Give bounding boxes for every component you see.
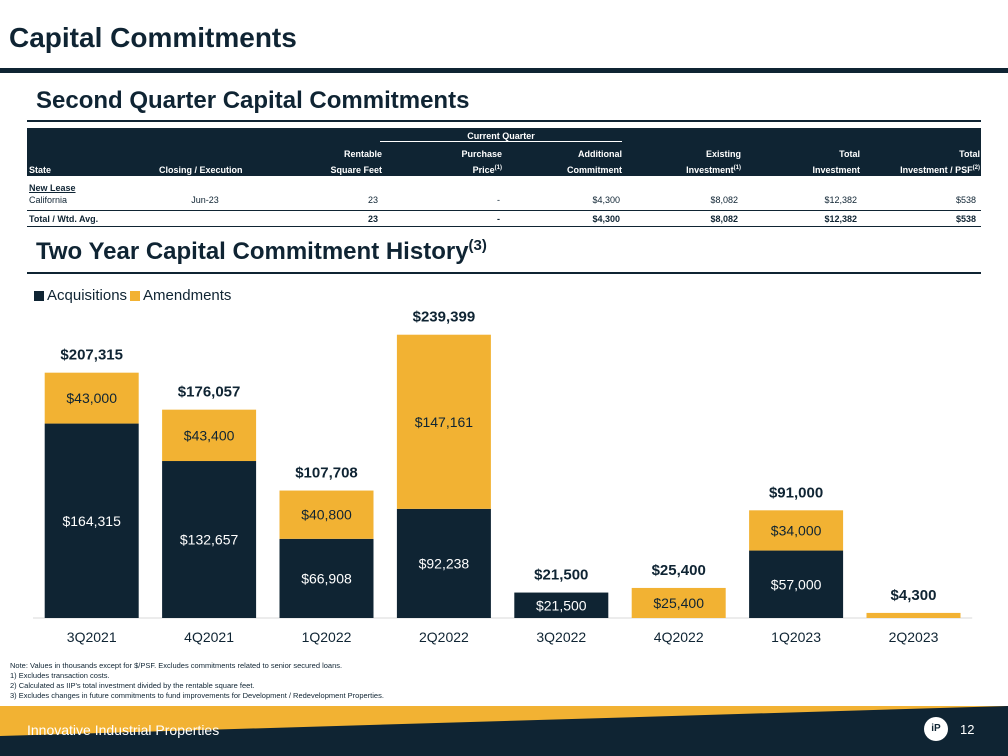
- header-additional-line1: Additional: [578, 149, 622, 159]
- x-tick-label-2Q2023: 2Q2023: [889, 629, 939, 645]
- current-quarter-underline: [380, 141, 622, 142]
- note-2: 2) Calculated as IIP's total investment …: [10, 681, 255, 690]
- data-label-amendments-4Q2021: $43,400: [184, 427, 235, 443]
- total-psf: $538: [955, 214, 976, 224]
- company-logo: iP: [924, 717, 948, 741]
- table-section-title: Second Quarter Capital Commitments: [36, 87, 470, 114]
- row-rsf: 23: [367, 195, 378, 205]
- bar-acquisitions-3Q2022: [514, 592, 609, 618]
- total-existing: $8,082: [710, 214, 738, 224]
- data-label-acquisitions-1Q2022: $66,908: [301, 570, 352, 586]
- legend-swatch-amendments: [130, 290, 141, 301]
- note-main: Note: Values in thousands except for $/P…: [10, 661, 343, 670]
- total-row-bottom-line: [27, 226, 981, 227]
- bar-acquisitions-2Q2022: [396, 508, 491, 618]
- total-label-1Q2023: $91,000: [769, 484, 823, 501]
- bar-acquisitions-1Q2022: [279, 538, 374, 618]
- legend-swatch-acquisitions: [34, 290, 44, 301]
- bar-amendments-2Q2023: [866, 612, 961, 618]
- header-additional-line2: Commitment: [566, 165, 622, 175]
- row-total: $12,382: [824, 195, 857, 205]
- table-header: [27, 128, 981, 176]
- header-purchase-line2: Price(1): [472, 165, 502, 175]
- header-existing-line1: Existing: [705, 149, 741, 159]
- total-label-1Q2022: $107,708: [295, 465, 358, 482]
- bar-acquisitions-3Q2021: [44, 423, 139, 618]
- page-title: Capital Commitments: [9, 22, 297, 53]
- data-label-amendments-4Q2022: $25,400: [653, 595, 704, 611]
- data-label-acquisitions-2Q2022: $92,238: [419, 555, 470, 571]
- data-label-amendments-3Q2021: $43,000: [66, 390, 117, 406]
- total-additional: $4,300: [592, 214, 620, 224]
- total-label-4Q2022: $25,400: [652, 562, 706, 579]
- data-label-acquisitions-3Q2021: $164,315: [62, 513, 121, 529]
- chart-section-divider: [27, 272, 981, 274]
- header-rsf-line1: Rentable: [343, 149, 382, 159]
- chart-section-title: Two Year Capital Commitment History(3): [36, 237, 487, 265]
- total-label-3Q2022: $21,500: [534, 567, 588, 584]
- total-label-2Q2023: $4,300: [891, 587, 937, 604]
- bar-amendments-1Q2022: [279, 490, 374, 539]
- table-section-divider: [27, 120, 981, 122]
- header-total-line1: Total: [839, 149, 860, 159]
- total-purchase: -: [497, 214, 500, 224]
- row-closing: Jun-23: [191, 195, 219, 205]
- total-rsf: 23: [367, 214, 378, 224]
- data-label-acquisitions-4Q2021: $132,657: [180, 532, 239, 548]
- header-closing: Closing / Execution: [159, 165, 243, 175]
- row-state: California: [29, 195, 68, 205]
- row-additional: $4,300: [592, 195, 620, 205]
- total-label-2Q2022: $239,399: [413, 309, 476, 326]
- total-label: Total / Wtd. Avg.: [29, 214, 99, 224]
- x-tick-label-4Q2021: 4Q2021: [184, 629, 234, 645]
- footer-company-name: Innovative Industrial Properties: [27, 722, 220, 738]
- x-tick-label-3Q2021: 3Q2021: [67, 629, 117, 645]
- bar-amendments-4Q2022: [631, 587, 726, 618]
- x-tick-label-2Q2022: 2Q2022: [419, 629, 469, 645]
- row-existing: $8,082: [710, 195, 738, 205]
- legend-label-acquisitions: Acquisitions: [47, 287, 128, 304]
- total-row-top-line: [27, 210, 981, 211]
- chart-legend: Acquisitions Amendments: [34, 287, 231, 304]
- bar-acquisitions-1Q2023: [749, 550, 844, 618]
- group-row-label: New Lease: [29, 183, 76, 193]
- bar-amendments-1Q2023: [749, 510, 844, 551]
- header-psf-line2: Investment / PSF(2): [900, 165, 980, 175]
- x-tick-label-1Q2022: 1Q2022: [302, 629, 352, 645]
- note-3: 3) Excludes changes in future commitment…: [10, 691, 384, 700]
- legend-label-amendments: Amendments: [143, 287, 232, 304]
- row-purchase: -: [497, 195, 500, 205]
- header-psf-line1: Total: [959, 149, 980, 159]
- data-label-acquisitions-3Q2022: $21,500: [536, 597, 587, 613]
- header-existing-line2: Investment(1): [686, 165, 741, 175]
- header-rsf-line2: Square Feet: [330, 165, 382, 175]
- stacked-bar-chart: $164,315 $43,000 $207,315 3Q2021 $132,657 $43…: [33, 309, 973, 645]
- data-label-acquisitions-1Q2023: $57,000: [771, 576, 822, 592]
- header-purchase-line1: Purchase: [461, 149, 502, 159]
- header-state: State: [29, 165, 52, 175]
- page-number: 12: [960, 722, 975, 737]
- total-label-3Q2021: $207,315: [60, 347, 123, 364]
- bar-amendments-4Q2021: [162, 409, 257, 462]
- data-label-amendments-1Q2022: $40,800: [301, 507, 352, 523]
- x-tick-label-4Q2022: 4Q2022: [654, 629, 704, 645]
- header-current-quarter: Current Quarter: [467, 131, 535, 141]
- bar-amendments-3Q2021: [44, 372, 139, 424]
- header-total-line2: Investment: [812, 165, 860, 175]
- x-tick-label-1Q2023: 1Q2023: [771, 629, 821, 645]
- data-label-amendments-2Q2022: $147,161: [415, 414, 474, 430]
- total-label-4Q2021: $176,057: [178, 384, 241, 401]
- total-total: $12,382: [824, 214, 857, 224]
- data-label-amendments-1Q2023: $34,000: [771, 522, 822, 538]
- bar-amendments-2Q2022: [396, 334, 491, 509]
- bar-acquisitions-4Q2021: [162, 461, 257, 618]
- note-1: 1) Excludes transaction costs.: [10, 671, 110, 680]
- row-psf: $538: [955, 195, 976, 205]
- title-divider: [0, 68, 1008, 73]
- x-tick-label-3Q2022: 3Q2022: [536, 629, 586, 645]
